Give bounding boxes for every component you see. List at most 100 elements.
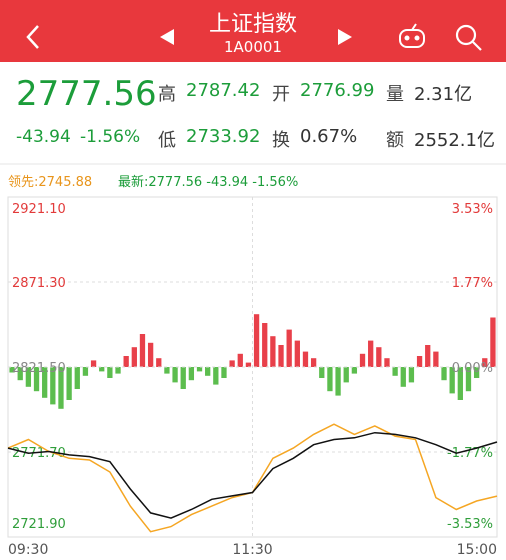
momentum-bar [253,314,260,367]
y2-tick-label: -1.77% [447,446,493,461]
stat-label: 量 [386,84,404,105]
stat-value: 0.67% [300,126,358,147]
momentum-bar [237,353,243,367]
momentum-bar [229,360,235,367]
x-tick-label: 15:00 [457,542,497,558]
momentum-bar [482,358,488,367]
search-button[interactable] [455,24,482,51]
next-button[interactable] [338,29,352,45]
legend-entry: 领先:2745.88 [8,175,92,190]
y-tick-label: 2871.30 [12,276,66,291]
momentum-bar [368,340,374,367]
momentum-bar [270,336,276,367]
momentum-bar [123,356,129,367]
momentum-bar [384,358,390,367]
momentum-bar [82,367,89,376]
momentum-bar [25,367,32,387]
momentum-bar [400,367,406,387]
momentum-bar [449,367,455,394]
y2-tick-label: 1.77% [452,276,493,291]
y2-tick-label: 3.53% [452,202,493,217]
momentum-bar [115,367,121,374]
price-line [7,431,498,519]
stat-value: 2552.1亿 [414,130,495,151]
momentum-bar [465,367,472,392]
momentum-bar [441,367,447,381]
momentum-bar [180,367,186,389]
momentum-bar [42,367,48,398]
momentum-bar [327,367,333,392]
momentum-bar [278,345,284,367]
y-tick-label: 2821.50 [12,361,66,376]
momentum-bar [90,360,97,367]
header: 上证指数 1A0001 [0,0,506,62]
price: 2777.56 [16,74,157,114]
title: 上证指数 [208,12,297,37]
stat-label: 高 [158,84,176,105]
momentum-bar [147,342,154,367]
momentum-bar [33,367,40,392]
momentum-bar [473,367,480,378]
momentum-bar [319,367,325,378]
legend-entry: 最新:2777.56 -43.94 -1.56% [118,174,298,190]
momentum-bar [205,367,211,376]
y-tick-label: 2721.90 [12,517,66,532]
momentum-bar [302,351,309,367]
y-tick-label: 2771.70 [12,446,66,461]
stat-value: 2787.42 [186,80,261,101]
momentum-bar [131,347,137,367]
momentum-bar [416,356,423,367]
momentum-bar [188,367,195,381]
momentum-bar [50,367,56,405]
robot-button[interactable] [399,23,425,48]
y2-tick-label: -3.53% [447,517,493,532]
momentum-bar [425,345,431,367]
y2-tick-label: 0.00% [452,361,493,376]
momentum-bar [107,367,113,378]
stat-label: 低 [158,130,176,151]
prev-button[interactable] [160,29,174,45]
momentum-bar [58,367,64,409]
y-tick-label: 2921.10 [12,202,66,217]
momentum-bar [335,367,341,396]
momentum-bar [245,362,252,367]
momentum-bar [376,347,382,367]
momentum-bar [294,340,300,367]
momentum-bar [164,367,170,374]
momentum-bar [74,367,80,389]
momentum-bar [139,334,146,367]
x-tick-label: 11:30 [232,542,272,558]
momentum-bar [213,367,219,385]
stat-value: 2733.92 [186,126,261,147]
x-tick-label: 09:30 [8,542,48,558]
momentum-bar [286,329,292,367]
stat-label: 开 [272,84,290,105]
stat-value: 2776.99 [300,80,375,101]
momentum-bar [99,367,105,372]
change: -43.94 [16,127,71,147]
momentum-bar [392,367,398,376]
momentum-bar [343,367,349,383]
header-icons [26,23,482,51]
code: 1A0001 [224,38,282,56]
chart: 领先:2745.88 最新:2777.56 -43.94 -1.56% 09:30 1… [0,163,506,558]
momentum-bar [17,367,23,381]
momentum-bar [359,353,366,367]
stat-label: 换 [272,130,290,151]
momentum-bar [9,367,15,373]
momentum-bar [262,323,268,367]
momentum-bar [457,367,463,400]
stat-label: 额 [386,130,404,151]
momentum-bar [408,367,415,383]
change-pct: -1.56% [80,127,141,147]
momentum-bar [156,358,162,367]
momentum-bar [221,367,227,378]
back-button[interactable] [26,25,39,49]
momentum-bar [196,367,203,372]
momentum-bar [490,317,496,367]
momentum-bar [433,351,439,367]
momentum-bar [351,367,358,374]
momentum-bar [310,358,317,367]
momentum-bar [66,367,72,400]
